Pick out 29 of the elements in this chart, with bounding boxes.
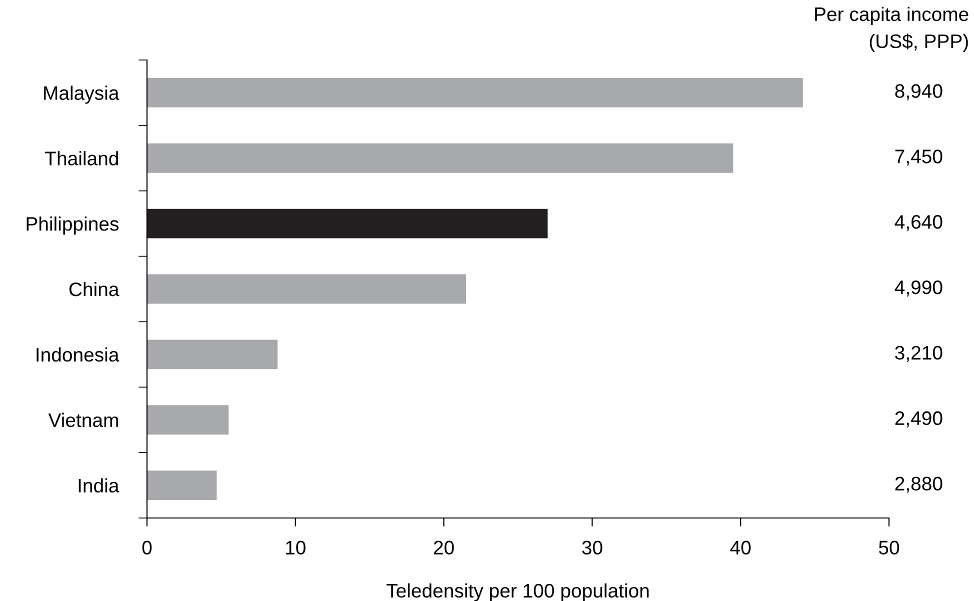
y-tick-label: Indonesia: [36, 347, 120, 362]
text: 3,210: [895, 346, 942, 362]
x-tick-label: 30: [582, 540, 602, 555]
bar: [147, 274, 466, 304]
text: 2,880: [895, 476, 942, 493]
y-tick-label: India: [78, 478, 120, 493]
bar: [147, 405, 229, 435]
y-tick-label: Malaysia: [44, 86, 120, 104]
y-tick-label: Philippines: [26, 216, 119, 235]
text: Per capita income (US$, PPP): [815, 6, 968, 52]
x-tick-label: 40: [730, 540, 751, 555]
text: 4,640: [894, 215, 942, 232]
text: 2,490: [895, 411, 942, 428]
bar: [147, 78, 803, 108]
text: 7,450: [895, 150, 942, 166]
bar: [147, 470, 217, 500]
x-tick-label: 50: [878, 540, 900, 555]
x-axis-title: Teledensity per 100 population: [386, 583, 649, 601]
x-tick-label: 0: [142, 540, 152, 555]
text: 8,940: [895, 84, 942, 100]
bar: [147, 208, 548, 238]
x-tick-label: 20: [434, 540, 454, 555]
bar: [147, 143, 734, 173]
y-tick-label: China: [69, 282, 120, 296]
bar: [147, 340, 278, 370]
y-tick-label: Vietnam: [48, 412, 118, 428]
y-tick-label: Thailand: [45, 151, 118, 166]
x-tick-label: 10: [286, 540, 306, 555]
text: 4,990: [894, 280, 942, 297]
